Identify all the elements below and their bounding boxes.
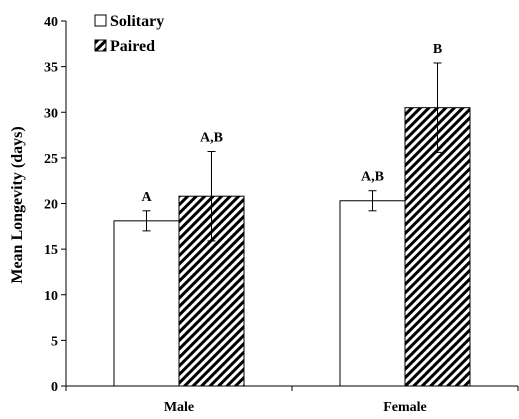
y-tick-label: 5	[51, 334, 58, 349]
legend-label: Solitary	[110, 13, 164, 30]
y-tick-label: 0	[51, 380, 58, 395]
y-tick-label: 15	[44, 243, 58, 258]
bar-solitary-male	[113, 220, 180, 387]
y-tick-label: 25	[44, 152, 58, 167]
y-axis-label: Mean Longevity (days)	[9, 126, 26, 283]
x-tick-label: Male	[164, 400, 194, 414]
significance-label: A,B	[361, 170, 384, 185]
significance-label: A,B	[200, 130, 223, 145]
y-tick-label: 40	[44, 15, 58, 30]
y-axis: 0 5 10 15 20 25 30 35 40	[44, 15, 67, 395]
legend: Solitary Paired	[94, 13, 164, 55]
y-tick-label: 35	[44, 61, 58, 76]
y-tick-label: 10	[44, 289, 58, 304]
bar-solitary-female	[339, 200, 406, 387]
bar-paired-female	[404, 107, 471, 387]
x-axis: Male Female	[65, 385, 519, 415]
significance-label: A	[141, 190, 152, 205]
y-tick-label: 20	[44, 198, 58, 213]
x-tick-label: Female	[383, 400, 427, 414]
bars: A A,B A,B B	[113, 42, 471, 387]
legend-swatch	[94, 14, 107, 27]
y-tick-label: 30	[44, 106, 58, 121]
legend-label: Paired	[110, 38, 155, 55]
significance-label: B	[433, 42, 442, 57]
legend-swatch	[94, 39, 107, 52]
